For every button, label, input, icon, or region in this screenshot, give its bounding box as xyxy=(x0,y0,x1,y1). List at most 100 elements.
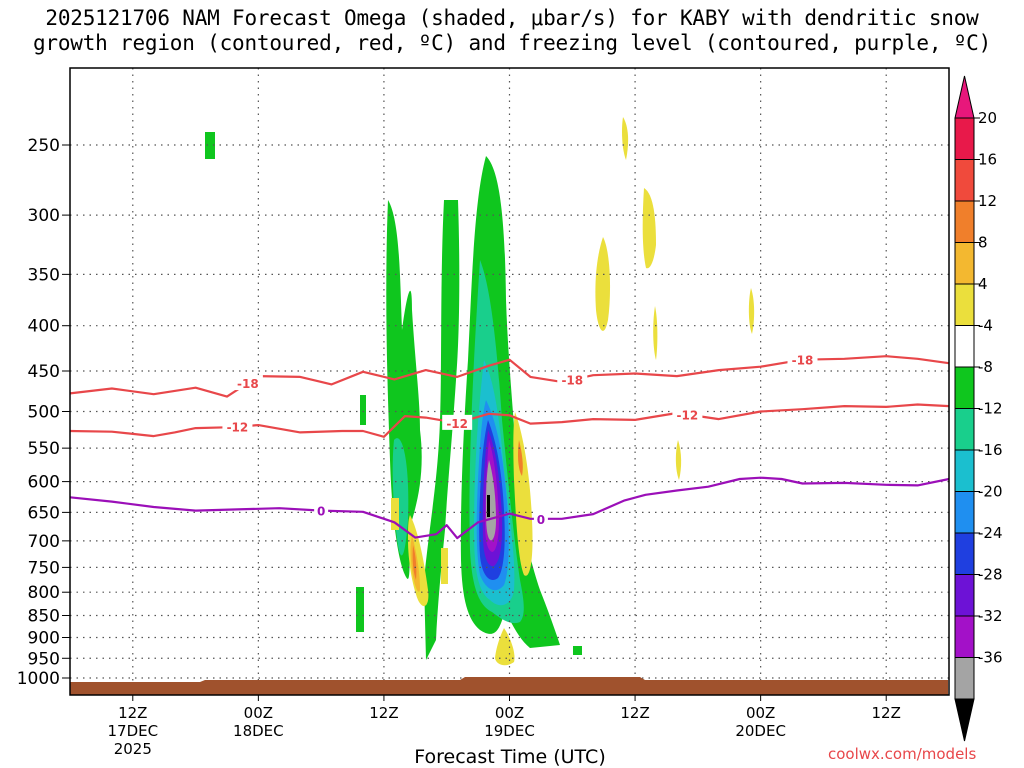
omega-shade-blob xyxy=(424,200,460,660)
omega-shade-blob xyxy=(748,288,755,334)
omega-shade-blob xyxy=(622,117,629,160)
colorbar-label: -4 xyxy=(978,317,993,335)
contour-line-2 xyxy=(69,476,950,540)
contour-label: -12 xyxy=(446,417,468,431)
contour-label-bg xyxy=(787,351,818,367)
y-tick-label: 750 xyxy=(28,558,60,578)
omega-shade-blob xyxy=(487,495,490,517)
colorbar-swatch xyxy=(954,366,975,409)
colorbar-label: -28 xyxy=(978,566,1003,584)
omega-shade-blob xyxy=(391,498,399,530)
colorbar-label: 16 xyxy=(978,151,997,169)
omega-shade-blob xyxy=(642,188,656,269)
omega-shade-blob xyxy=(653,306,658,360)
omega-shade-blob xyxy=(595,237,611,331)
omega-shade-blob xyxy=(518,440,523,476)
y-tick-label: 850 xyxy=(28,607,60,627)
colorbar-swatch xyxy=(954,532,975,575)
omega-shade-blob xyxy=(205,132,215,159)
y-tick-label: 900 xyxy=(28,628,60,648)
colorbar-label: 20 xyxy=(978,109,997,127)
colorbar-swatch xyxy=(954,491,975,534)
colorbar-label: -8 xyxy=(978,358,993,376)
omega-shading xyxy=(205,117,755,666)
x-tick-label: 12Z xyxy=(118,704,147,722)
omega-shade-blob xyxy=(412,545,417,580)
omega-shade-blob xyxy=(441,548,448,584)
colorbar-label: -20 xyxy=(978,483,1003,501)
colorbar-swatch xyxy=(954,242,975,285)
contour-label-bg xyxy=(232,375,263,391)
contour-lines: -18 -18 -18 -12 -12 -12 0 0 xyxy=(69,351,950,540)
contour-label: 0 xyxy=(317,505,325,519)
colorbar: 20 16 12 8 4 -4 -8 -12 -16 -20 -24 -28 -32 -36 xyxy=(954,75,1003,742)
omega-shade-blob xyxy=(408,515,429,607)
y-axis: 2503003504004505005506006507007508008509… xyxy=(17,136,70,689)
y-tick-label: 500 xyxy=(28,403,60,423)
omega-shade-blob xyxy=(356,587,364,632)
y-tick-label: 600 xyxy=(28,473,60,493)
contour-label: -18 xyxy=(792,354,814,368)
colorbar-swatch xyxy=(954,657,975,700)
contour-label: -18 xyxy=(237,377,259,391)
colorbar-swatch xyxy=(954,159,975,202)
contour-label: 0 xyxy=(537,513,545,527)
contour-label-bg xyxy=(672,406,703,422)
colorbar-top-arrow xyxy=(954,75,975,119)
x-tick-date: 20DEC xyxy=(735,722,786,740)
x-tick-date: 17DEC xyxy=(107,722,158,740)
contour-label-bg xyxy=(557,371,588,387)
x-tick-label: 12Z xyxy=(620,704,649,722)
x-tick-label: 00Z xyxy=(244,704,273,722)
y-tick-label: 700 xyxy=(28,532,60,552)
contour-line-1 xyxy=(69,403,950,438)
omega-shade-blob xyxy=(495,628,515,666)
y-tick-label: 400 xyxy=(28,317,60,337)
y-tick-label: 550 xyxy=(28,439,60,459)
colorbar-swatch xyxy=(954,200,975,243)
x-tick-date: 18DEC xyxy=(233,722,284,740)
x-tick-label: 12Z xyxy=(872,704,901,722)
colorbar-swatch xyxy=(954,615,975,658)
colorbar-label: 8 xyxy=(978,234,988,252)
y-tick-label: 250 xyxy=(28,136,60,156)
colorbar-swatch xyxy=(954,283,975,326)
y-tick-label: 1000 xyxy=(17,669,60,689)
x-axis-title: Forecast Time (UTC) xyxy=(414,746,606,768)
chart-title-line1: 2025121706 NAM Forecast Omega (shaded, μ… xyxy=(45,6,979,30)
x-tick-label: 00Z xyxy=(495,704,524,722)
colorbar-label: -12 xyxy=(978,400,1003,418)
colorbar-bottom-arrow xyxy=(954,698,975,742)
colorbar-label: -36 xyxy=(978,649,1003,667)
y-tick-label: 450 xyxy=(28,362,60,382)
contour-label-bg xyxy=(222,418,253,434)
contour-label-bg xyxy=(533,510,548,526)
terrain-bar xyxy=(70,677,948,695)
colorbar-label: 4 xyxy=(978,275,988,293)
colorbar-label: -32 xyxy=(978,607,1003,625)
omega-shade-blob xyxy=(573,646,582,655)
contour-label: -18 xyxy=(561,374,583,388)
y-tick-label: 950 xyxy=(28,649,60,669)
contour-label-bg xyxy=(442,414,473,430)
y-tick-label: 300 xyxy=(28,206,60,226)
omega-shade-blob xyxy=(360,395,366,425)
y-tick-label: 800 xyxy=(28,583,60,603)
credit-link[interactable]: coolwx.com/models xyxy=(828,745,977,763)
x-tick-date: 19DEC xyxy=(484,722,535,740)
x-tick-year: 2025 xyxy=(114,740,152,758)
colorbar-label: -16 xyxy=(978,441,1003,459)
colorbar-swatch xyxy=(954,117,975,160)
colorbar-swatch xyxy=(954,325,975,368)
colorbar-label: 12 xyxy=(978,192,997,210)
chart-title-line2: growth region (contoured, red, ºC) and f… xyxy=(32,31,992,55)
colorbar-swatch xyxy=(954,449,975,492)
contour-label: -12 xyxy=(227,421,249,435)
contour-label-bg xyxy=(314,502,329,518)
contour-label: -12 xyxy=(677,409,699,423)
colorbar-label: -24 xyxy=(978,524,1003,542)
y-tick-label: 350 xyxy=(28,265,60,285)
omega-shade-blob xyxy=(675,440,682,480)
